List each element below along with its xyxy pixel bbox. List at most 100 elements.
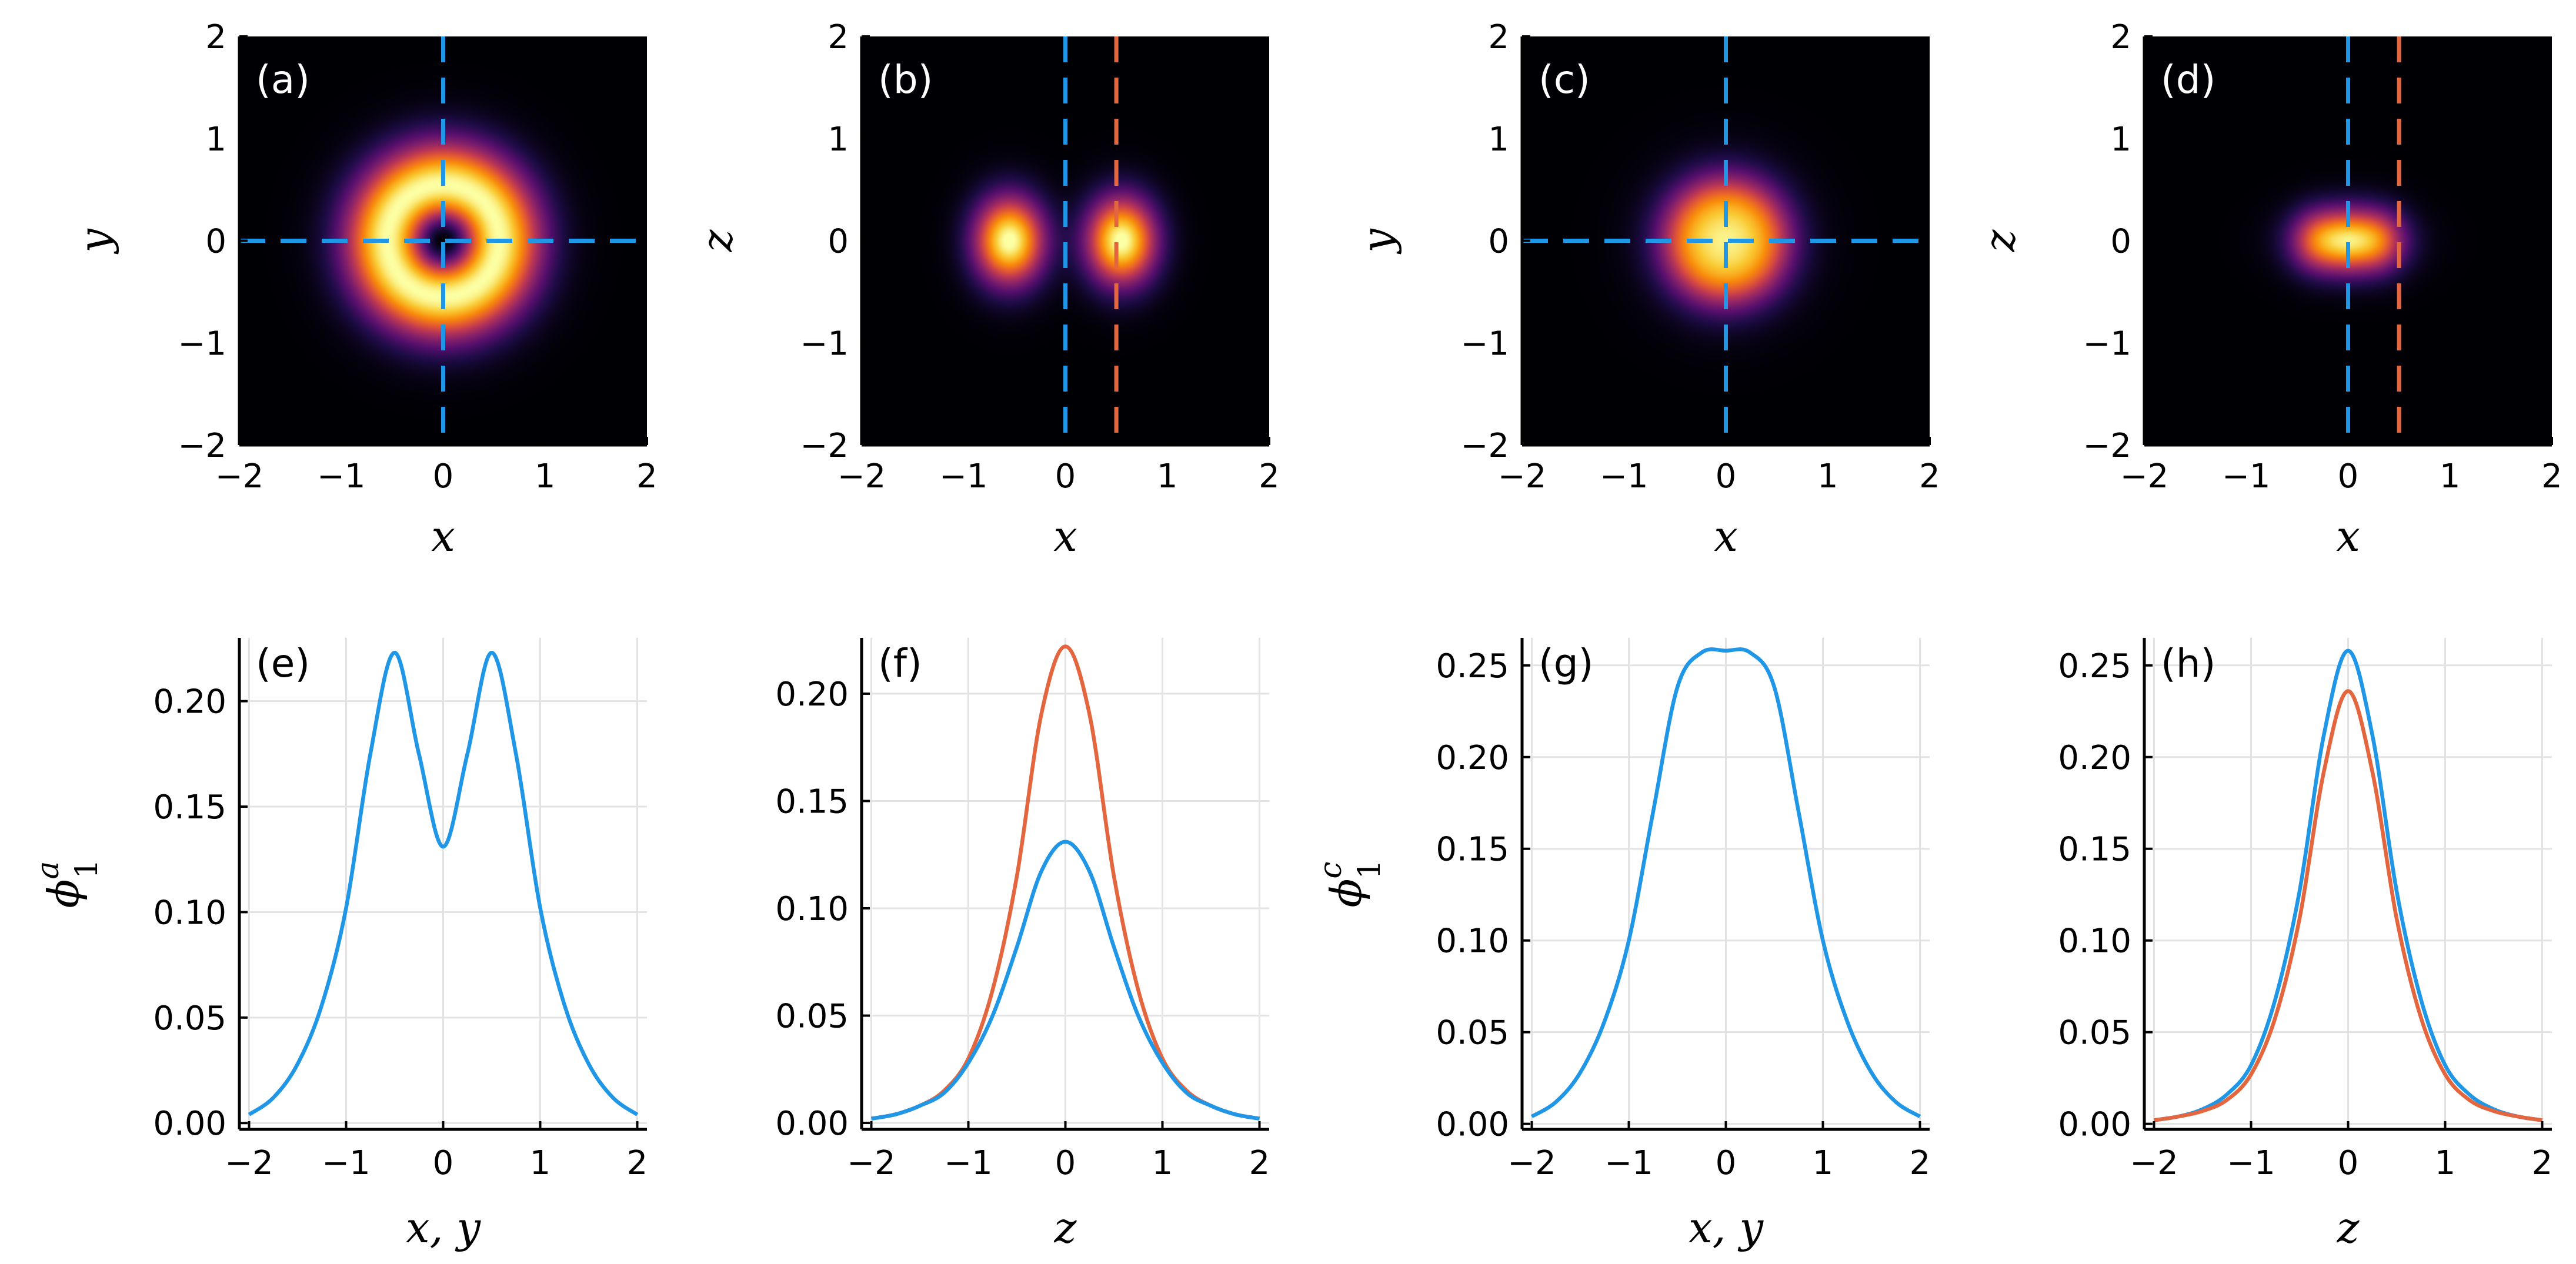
panel-label: (e) xyxy=(256,641,310,686)
panel-label: (f) xyxy=(878,641,922,686)
x-tick-label: −1 xyxy=(322,1144,371,1182)
x-axis-label: x xyxy=(1053,511,1077,561)
y-tick-label: 0.00 xyxy=(1436,1106,1509,1144)
y-tick-label: 2 xyxy=(205,18,226,56)
y-tick-label: 0.20 xyxy=(1436,739,1509,777)
y-tick-label: 0.05 xyxy=(153,999,226,1038)
x-tick-label: −2 xyxy=(847,1144,896,1182)
y-tick-label: 2 xyxy=(1488,18,1509,56)
panel-label: (h) xyxy=(2161,641,2215,686)
x-tick-label: −1 xyxy=(1604,1144,1653,1182)
y-tick-label: 0.00 xyxy=(775,1105,849,1143)
y-tick-label: 2 xyxy=(827,18,849,56)
y-tick-label: 0.25 xyxy=(2058,647,2131,685)
y-tick-label: 0 xyxy=(2110,223,2131,261)
x-tick-label: 2 xyxy=(636,457,658,496)
panel-label: (a) xyxy=(256,57,310,102)
y-axis-label: ϕc 1 xyxy=(1313,860,1387,907)
y-axis-label-symbol: ϕ xyxy=(39,880,88,908)
panel-g: −2 −1 0 1 20.000.050.100.150.200.25x, yϕc 1(g… xyxy=(1313,638,1930,1252)
y-tick-label: 0.05 xyxy=(1436,1014,1509,1052)
y-tick-label: 1 xyxy=(827,121,849,159)
x-tick-label: 0 xyxy=(433,457,454,496)
x-tick-label: 0 xyxy=(1055,457,1076,496)
x-tick-label: 1 xyxy=(1152,1144,1173,1182)
y-tick-label: 0.10 xyxy=(1436,922,1509,961)
y-axis-label-subscript: 1 xyxy=(1352,860,1387,879)
x-tick-label: 1 xyxy=(1813,1144,1834,1182)
panel-h: −2 −1 0 1 2 0.00 0.05 0.10 0.15 0.20 0.25 z (h) xyxy=(2058,638,2552,1252)
x-tick-label: 2 xyxy=(2541,457,2562,496)
x-tick-label: −1 xyxy=(2222,457,2271,496)
y-tick-label: 0.10 xyxy=(153,894,226,932)
y-tick-label: 0.20 xyxy=(775,676,849,714)
panel-a: −2−2 −1 −1 0 0 1 1 2 2 x y (a) xyxy=(70,18,658,561)
y-tick-label: 0 xyxy=(1488,223,1509,261)
y-tick-label: 0.15 xyxy=(2058,831,2131,869)
y-axis-label: y xyxy=(70,228,119,255)
x-tick-label: 2 xyxy=(1919,457,1940,496)
x-tick-label: −2 xyxy=(215,457,264,496)
x-axis-label: z xyxy=(1054,1203,1077,1252)
x-tick-label: 1 xyxy=(2440,457,2461,496)
y-tick-label: 0.10 xyxy=(2058,922,2131,961)
x-tick-label: −1 xyxy=(2227,1144,2275,1182)
y-tick-label: 2 xyxy=(2110,18,2131,56)
y-axis-label: y xyxy=(1353,228,1402,255)
x-tick-label: 2 xyxy=(627,1144,648,1182)
y-axis-label-superscript: c xyxy=(1313,861,1349,878)
x-axis-label: x, y xyxy=(1689,1203,1764,1252)
x-tick-label: 2 xyxy=(1249,1144,1270,1182)
panel-label: (g) xyxy=(1539,641,1593,686)
series-line-blue xyxy=(248,650,639,1116)
y-tick-label: 0.00 xyxy=(2058,1106,2131,1144)
x-tick-label: −1 xyxy=(317,457,366,496)
y-tick-label: 0.00 xyxy=(153,1105,226,1143)
x-tick-label: −2 xyxy=(2130,1144,2178,1182)
y-tick-label: 1 xyxy=(2110,121,2131,159)
x-axis-label: x xyxy=(1714,511,1738,561)
y-tick-label: 0.20 xyxy=(2058,739,2131,777)
y-tick-label: −2 xyxy=(2083,427,2131,465)
panel-d: −2−2 −1 −1 0 0 1 1 2 2 x z (d) xyxy=(1975,18,2562,561)
x-tick-label: 1 xyxy=(2435,1144,2456,1182)
y-axis-label: z xyxy=(692,229,742,252)
panel-b: −2−2 −1 −1 0 0 1 1 2 2 x z (b) xyxy=(692,18,1280,561)
x-tick-label: 2 xyxy=(1259,457,1280,496)
series-line-blue xyxy=(870,840,1260,1121)
x-tick-label: −1 xyxy=(1600,457,1649,496)
y-axis-label: z xyxy=(1975,229,2024,252)
y-axis-label-subscript: 1 xyxy=(69,859,105,878)
y-tick-label: 0.15 xyxy=(153,788,226,827)
y-tick-label: −2 xyxy=(178,427,226,465)
x-axis-label: x xyxy=(431,511,455,561)
y-tick-label: −2 xyxy=(1460,427,1509,465)
y-tick-label: 0.15 xyxy=(1436,831,1509,869)
x-tick-label: −1 xyxy=(939,457,988,496)
y-tick-label: 1 xyxy=(205,121,226,159)
y-tick-label: 0 xyxy=(827,223,849,261)
panel-label: (c) xyxy=(1539,57,1590,102)
y-axis-label-group: ϕa 1 xyxy=(31,859,105,908)
y-tick-label: 0.10 xyxy=(775,890,849,928)
x-tick-label: 1 xyxy=(530,1144,551,1182)
series-line-blue xyxy=(2154,648,2542,1122)
y-tick-label: 0.15 xyxy=(775,783,849,821)
x-tick-label: 0 xyxy=(1716,457,1737,496)
x-tick-label: 1 xyxy=(1157,457,1178,496)
y-tick-label: 0.05 xyxy=(775,998,849,1036)
x-axis-label: x, y xyxy=(406,1203,481,1252)
x-axis-label: x xyxy=(2336,511,2360,561)
x-tick-label: 0 xyxy=(433,1144,454,1182)
y-tick-label: −1 xyxy=(1460,325,1509,363)
x-tick-label: 0 xyxy=(1055,1144,1076,1182)
y-tick-label: 0.25 xyxy=(1436,647,1509,685)
x-tick-label: 2 xyxy=(2532,1144,2553,1182)
x-tick-label: 1 xyxy=(535,457,556,496)
x-tick-label: 2 xyxy=(1910,1144,1931,1182)
y-tick-label: 1 xyxy=(1488,121,1509,159)
x-tick-label: −2 xyxy=(1498,457,1547,496)
y-axis-label: ϕa 1 xyxy=(31,859,105,908)
y-tick-label: −1 xyxy=(2083,325,2131,363)
